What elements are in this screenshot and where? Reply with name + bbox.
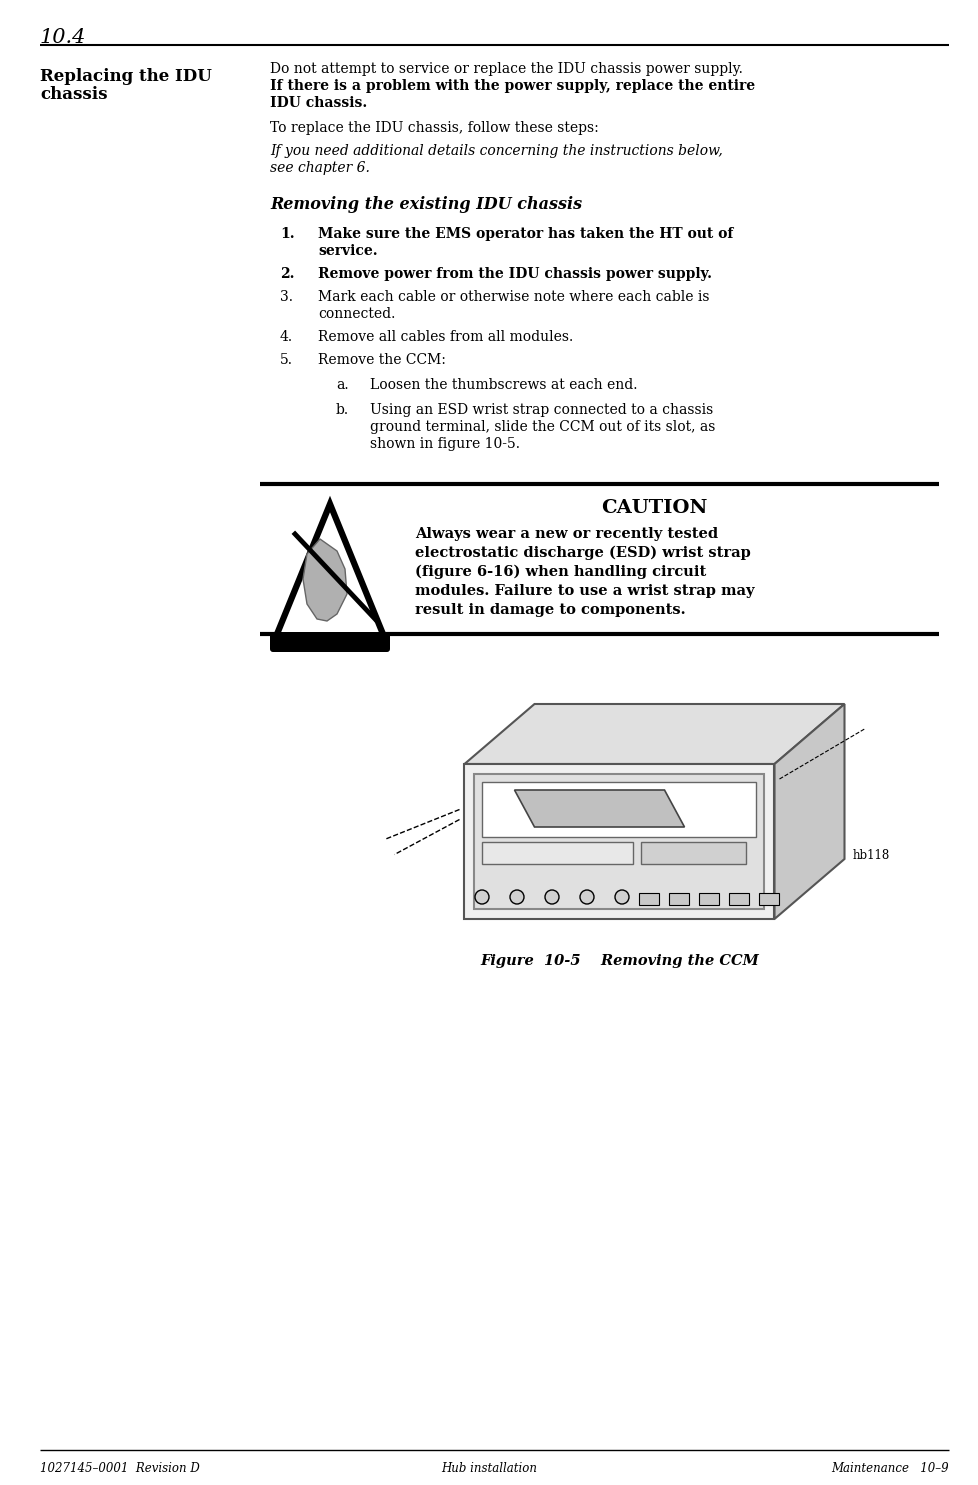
Text: hb118: hb118 xyxy=(852,849,889,861)
Text: Remove the CCM:: Remove the CCM: xyxy=(318,353,445,367)
Text: Do not attempt to service or replace the IDU chassis power supply.: Do not attempt to service or replace the… xyxy=(270,62,742,76)
Text: To replace the IDU chassis, follow these steps:: To replace the IDU chassis, follow these… xyxy=(270,120,599,135)
Text: see chapter 6.: see chapter 6. xyxy=(270,160,370,175)
Text: (figure 6-16) when handling circuit: (figure 6-16) when handling circuit xyxy=(415,564,705,579)
Text: Figure  10-5    Removing the CCM: Figure 10-5 Removing the CCM xyxy=(479,953,758,968)
Circle shape xyxy=(579,890,594,904)
Circle shape xyxy=(510,890,523,904)
Text: 5.: 5. xyxy=(280,353,292,367)
Text: 1027145–0001  Revision D: 1027145–0001 Revision D xyxy=(40,1463,200,1475)
Text: Replacing the IDU: Replacing the IDU xyxy=(40,68,211,85)
Text: 4.: 4. xyxy=(280,330,292,345)
Text: CAUTION: CAUTION xyxy=(600,499,706,517)
Text: Removing the existing IDU chassis: Removing the existing IDU chassis xyxy=(270,196,582,212)
FancyBboxPatch shape xyxy=(641,842,745,864)
Text: 1.: 1. xyxy=(280,227,294,241)
Circle shape xyxy=(614,890,628,904)
Text: electrostatic discharge (ESD) wrist strap: electrostatic discharge (ESD) wrist stra… xyxy=(415,546,750,560)
Text: result in damage to components.: result in damage to components. xyxy=(415,603,685,616)
Text: b.: b. xyxy=(335,402,349,417)
Text: If you need additional details concerning the instructions below,: If you need additional details concernin… xyxy=(270,144,722,157)
Text: Hub installation: Hub installation xyxy=(440,1463,537,1475)
FancyBboxPatch shape xyxy=(474,774,764,909)
Text: shown in figure 10-5.: shown in figure 10-5. xyxy=(370,437,519,451)
Text: Make sure the EMS operator has taken the HT out of: Make sure the EMS operator has taken the… xyxy=(318,227,733,241)
Text: connected.: connected. xyxy=(318,307,395,321)
Polygon shape xyxy=(275,503,384,639)
Text: Remove power from the IDU chassis power supply.: Remove power from the IDU chassis power … xyxy=(318,267,711,281)
Text: 3.: 3. xyxy=(280,290,292,304)
Text: Maintenance   10–9: Maintenance 10–9 xyxy=(830,1463,948,1475)
Text: 10.4: 10.4 xyxy=(40,28,86,48)
Text: IDU chassis.: IDU chassis. xyxy=(270,97,367,110)
Polygon shape xyxy=(464,704,844,763)
Text: Using an ESD wrist strap connected to a chassis: Using an ESD wrist strap connected to a … xyxy=(370,402,713,417)
Text: a.: a. xyxy=(335,379,348,392)
Polygon shape xyxy=(302,539,346,621)
FancyBboxPatch shape xyxy=(464,763,774,919)
Text: Mark each cable or otherwise note where each cable is: Mark each cable or otherwise note where … xyxy=(318,290,709,304)
FancyBboxPatch shape xyxy=(270,633,389,652)
FancyBboxPatch shape xyxy=(482,842,633,864)
Text: If there is a problem with the power supply, replace the entire: If there is a problem with the power sup… xyxy=(270,79,754,94)
FancyBboxPatch shape xyxy=(698,892,718,904)
Text: service.: service. xyxy=(318,244,378,258)
Circle shape xyxy=(545,890,558,904)
Text: Loosen the thumbscrews at each end.: Loosen the thumbscrews at each end. xyxy=(370,379,637,392)
Text: 2.: 2. xyxy=(280,267,294,281)
Text: Always wear a new or recently tested: Always wear a new or recently tested xyxy=(415,527,718,541)
Circle shape xyxy=(474,890,488,904)
Text: chassis: chassis xyxy=(40,86,108,102)
FancyBboxPatch shape xyxy=(639,892,658,904)
Polygon shape xyxy=(514,790,684,827)
Text: ground terminal, slide the CCM out of its slot, as: ground terminal, slide the CCM out of it… xyxy=(370,420,715,434)
FancyBboxPatch shape xyxy=(482,783,756,838)
FancyBboxPatch shape xyxy=(758,892,778,904)
Text: Remove all cables from all modules.: Remove all cables from all modules. xyxy=(318,330,573,345)
Text: modules. Failure to use a wrist strap may: modules. Failure to use a wrist strap ma… xyxy=(415,584,754,598)
Polygon shape xyxy=(774,704,844,919)
FancyBboxPatch shape xyxy=(729,892,748,904)
FancyBboxPatch shape xyxy=(668,892,689,904)
